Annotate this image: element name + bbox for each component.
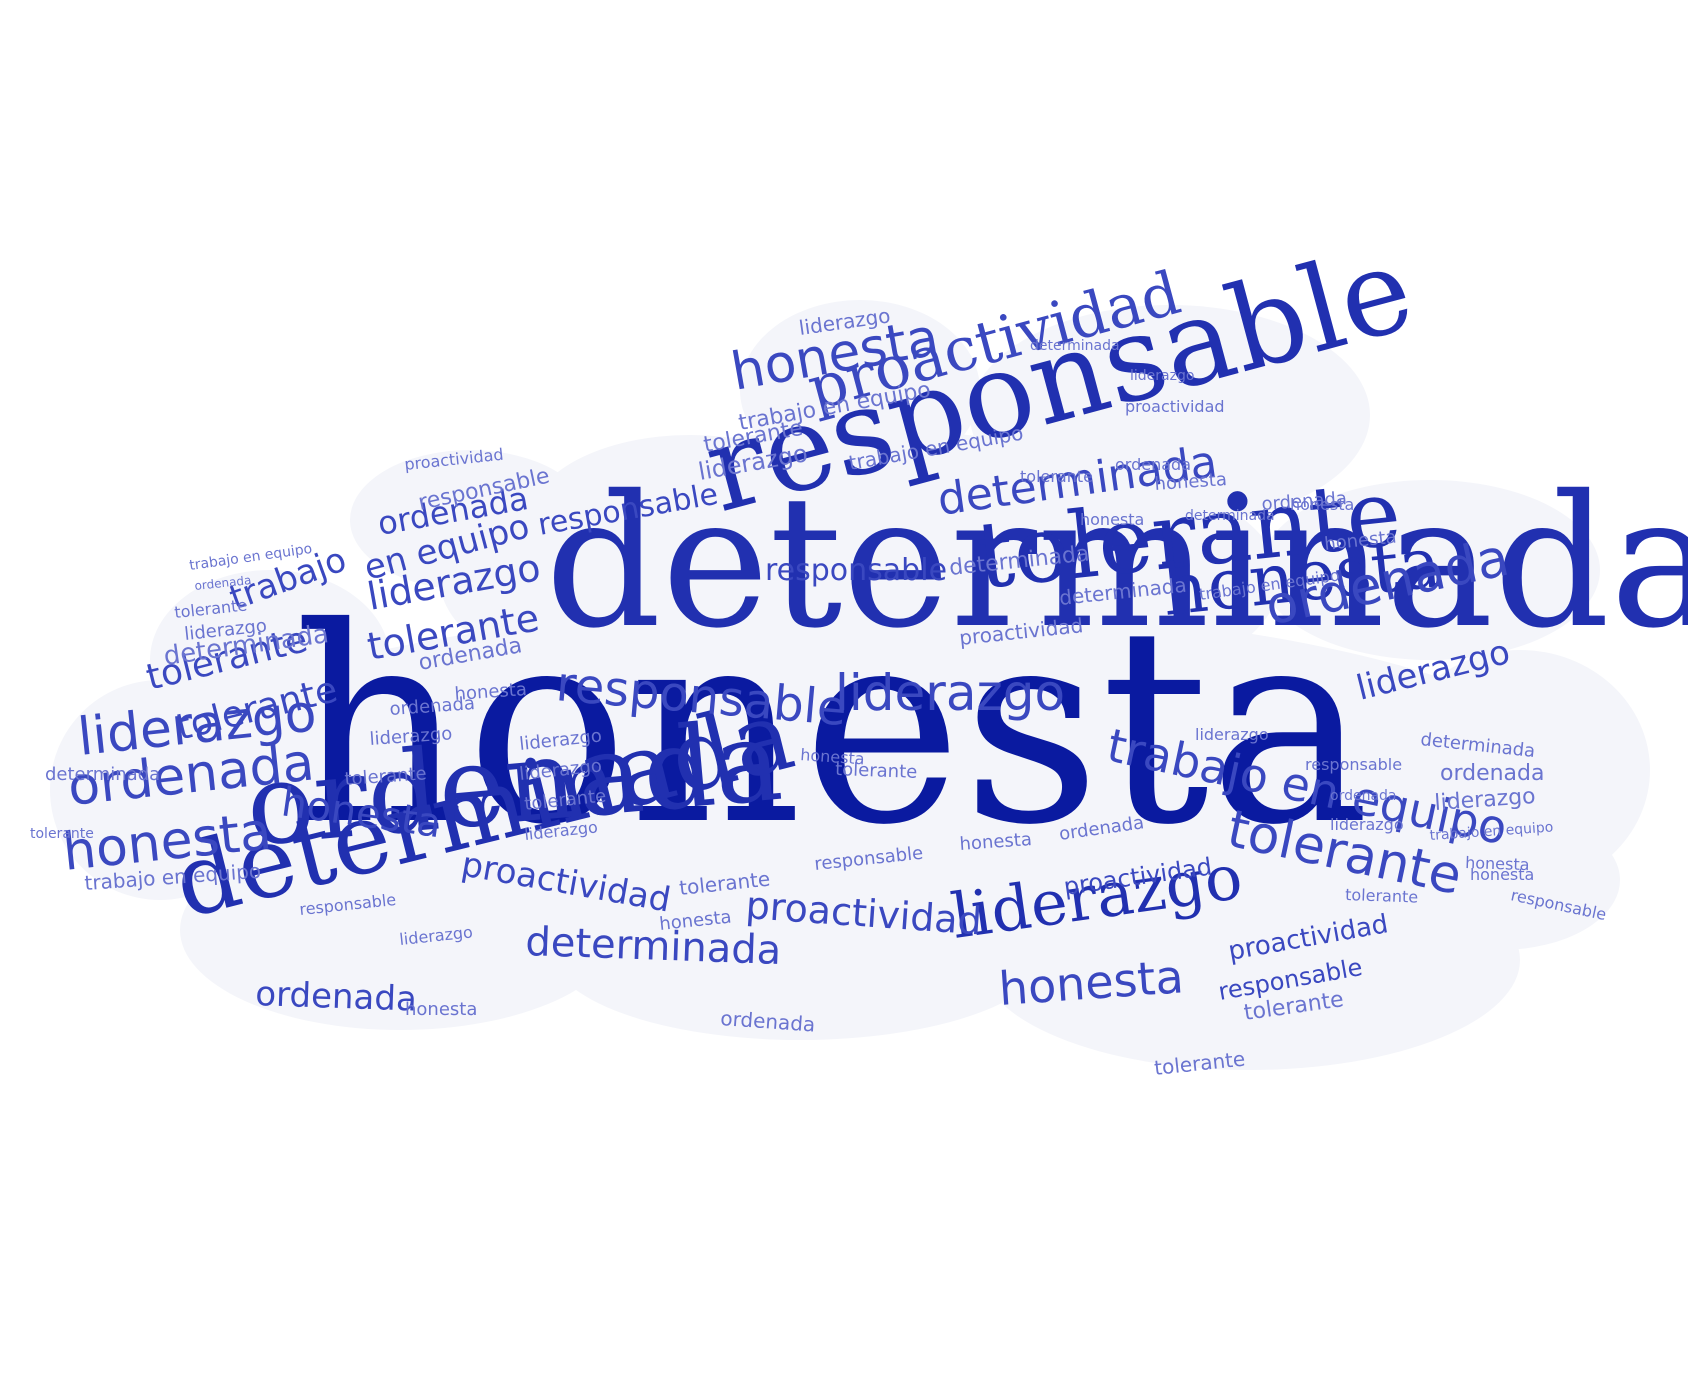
word-determinada: determinada — [525, 919, 782, 974]
word-honesta: honesta — [1154, 469, 1228, 495]
word-layer: honesta determinada responsable ordenada det… — [30, 219, 1688, 1080]
word-honesta: honesta — [800, 745, 865, 768]
word-determinada: determinada — [1030, 338, 1120, 354]
word-liderazgo: liderazgo — [835, 664, 1065, 722]
word-tolerante: tolerante — [1345, 885, 1419, 907]
word-tolerante: tolerante — [1020, 467, 1093, 486]
word-liderazgo: liderazgo — [1330, 815, 1404, 834]
cloud-shape — [50, 300, 1650, 1070]
word-ordenada: ordenada — [194, 573, 252, 593]
word-honesta: honesta — [997, 949, 1185, 1016]
word-honesta: honesta — [1470, 865, 1534, 884]
word-proactividad: proactividad — [1125, 397, 1225, 416]
word-honesta: honesta — [959, 829, 1033, 855]
word-ordenada: ordenada — [1115, 455, 1191, 474]
word-ordenada: ordenada — [1440, 761, 1545, 786]
word-responsable: responsable — [765, 553, 947, 588]
word-responsable: responsable — [1305, 755, 1402, 774]
word-honesta: honesta — [292, 569, 1370, 884]
word-honesta: honesta — [1080, 510, 1144, 529]
word-honesta: honesta — [405, 999, 477, 1020]
word-determinada: determinada — [545, 456, 1688, 668]
word-determinada: determinada — [45, 764, 160, 785]
word-liderazgo: liderazgo — [1195, 725, 1269, 744]
word-liderazgo: liderazgo — [1130, 368, 1194, 384]
word-tolerante: tolerante — [30, 826, 94, 842]
word-honesta: honesta — [454, 679, 528, 705]
word-determinada: determinada — [1185, 508, 1275, 524]
word-honesta: honesta — [1290, 495, 1354, 514]
word-ordenada: ordenada — [255, 974, 418, 1020]
word-tolerante: tolerante — [835, 759, 918, 783]
word-honesta: honesta — [1465, 853, 1530, 874]
word-ordenada: ordenada — [1330, 788, 1397, 804]
